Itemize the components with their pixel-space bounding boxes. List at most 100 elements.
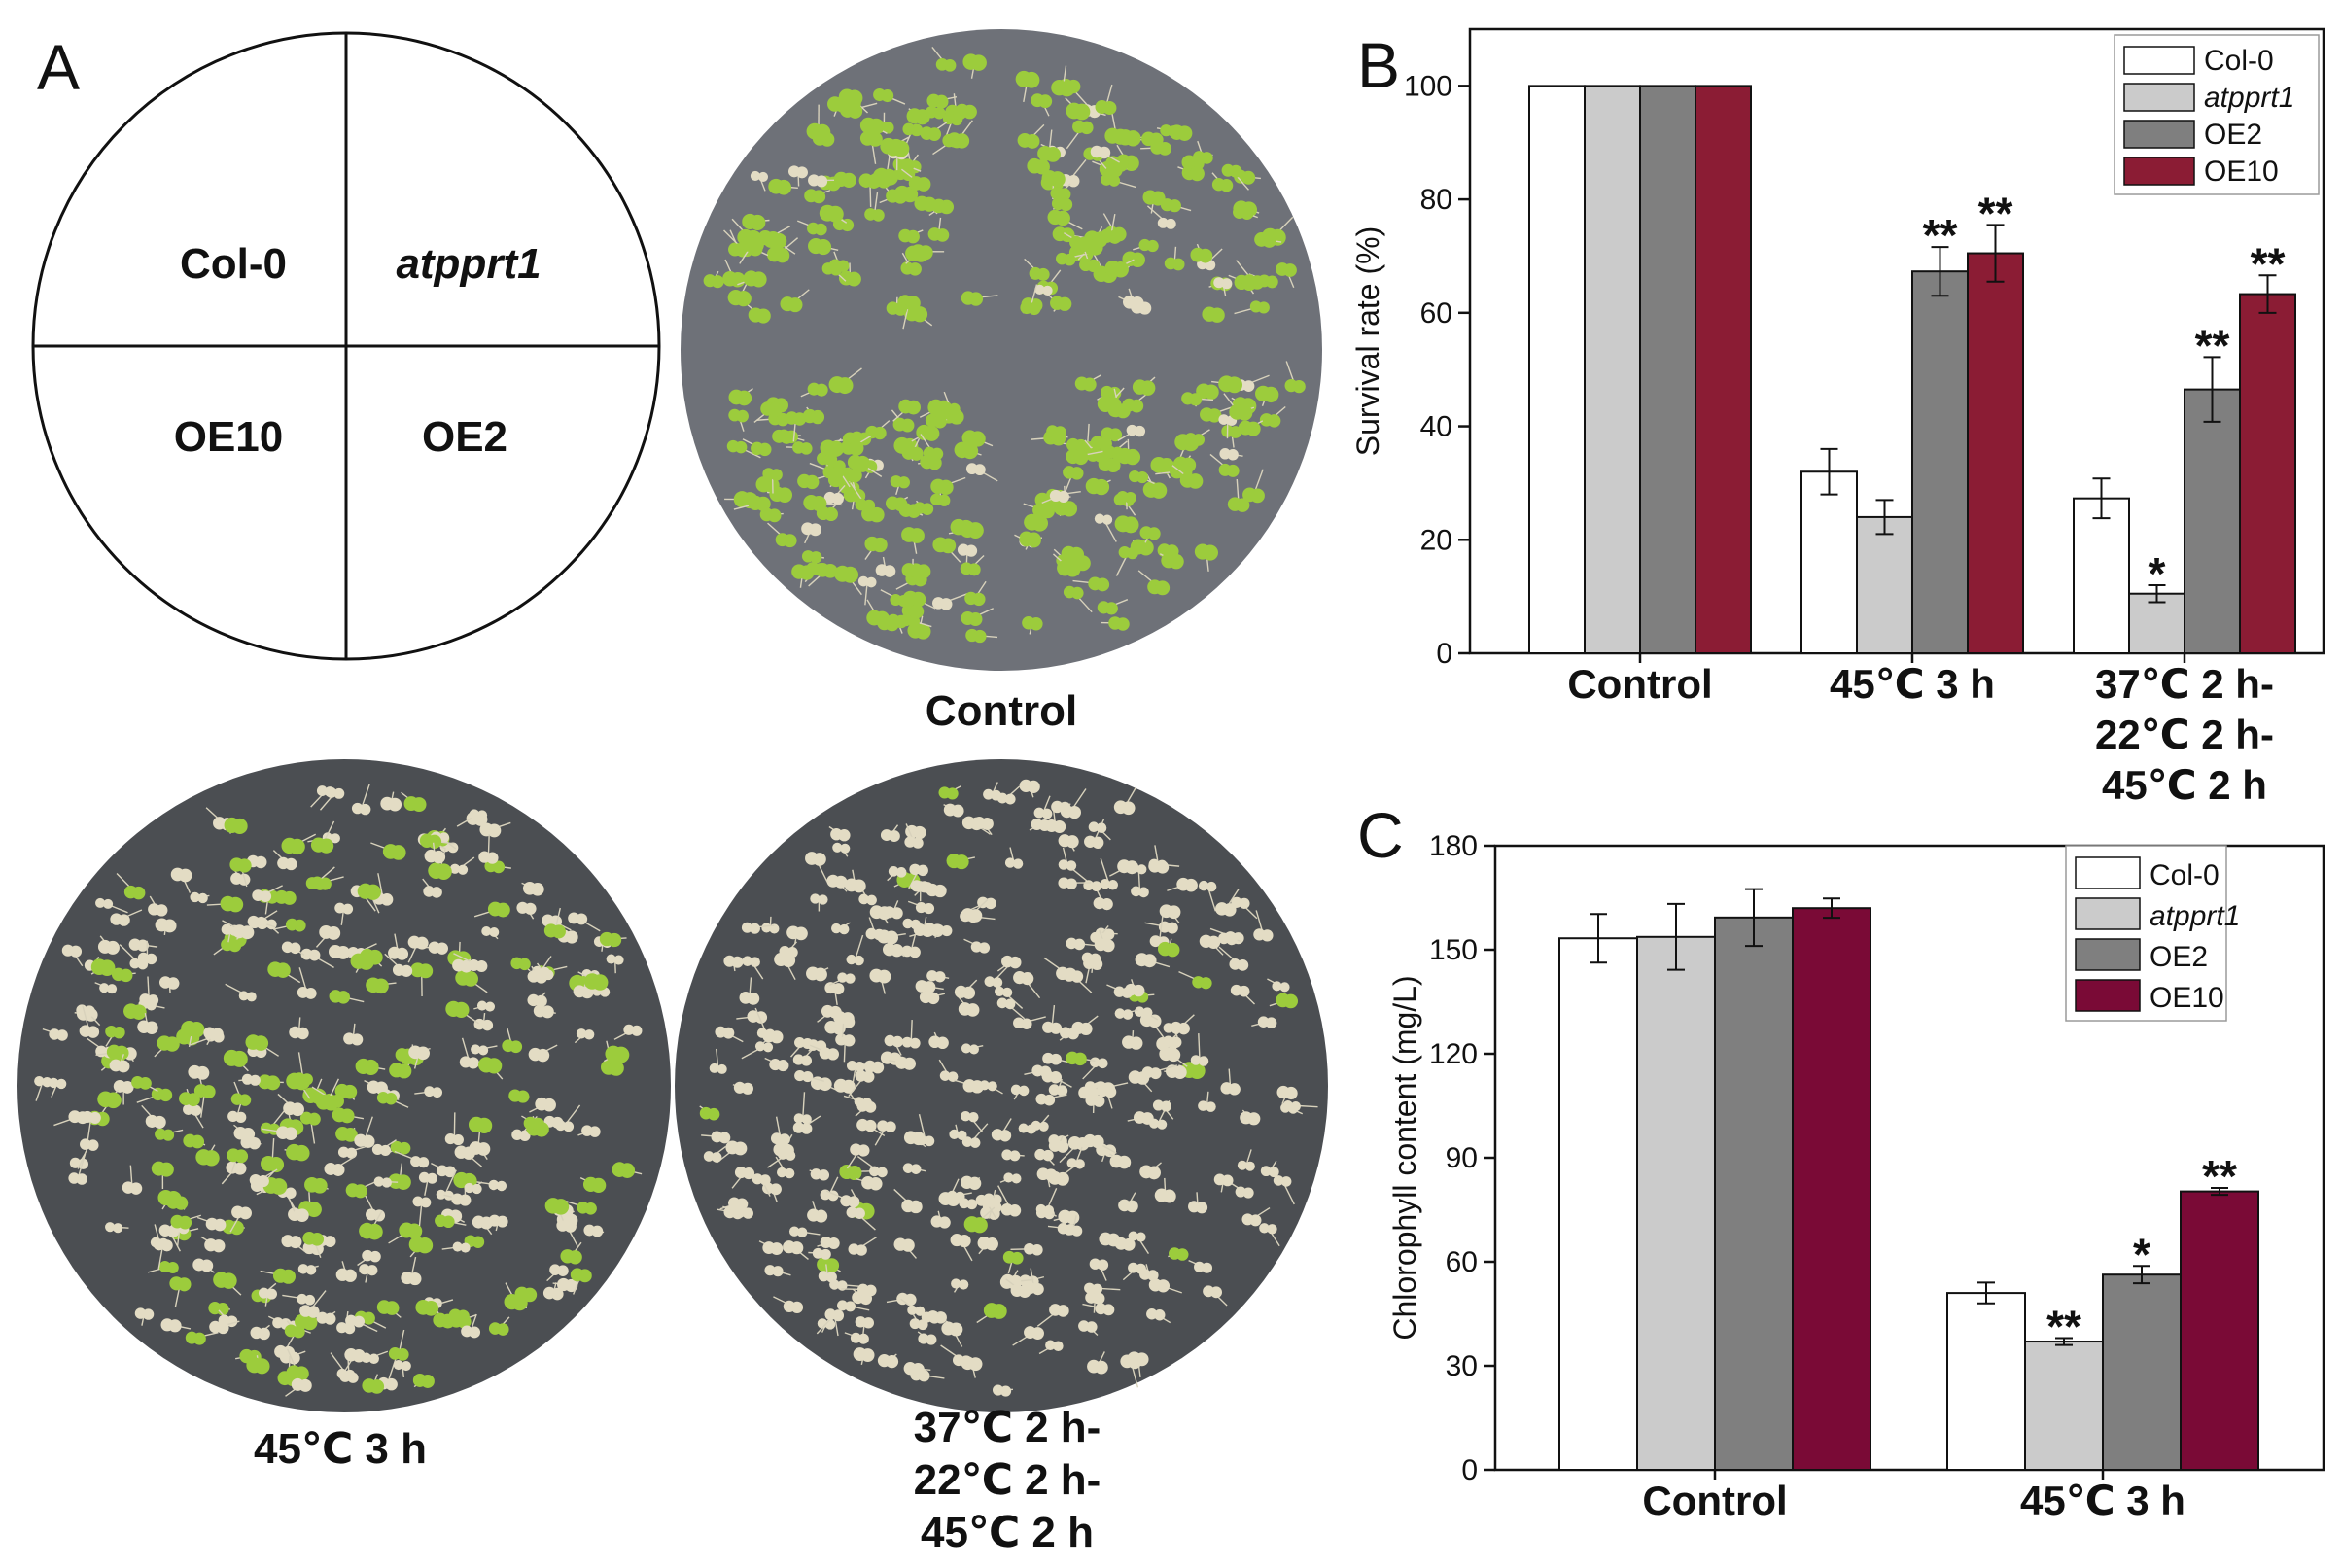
seedling-cotyledon — [310, 1232, 325, 1246]
significance-mark: ** — [2195, 320, 2230, 370]
seedling-cotyledon — [1166, 922, 1178, 934]
seedling-cotyledon — [1049, 171, 1066, 188]
seedling-cotyledon — [809, 551, 822, 564]
caption-acclimation-line1: 37℃ 2 h- — [914, 1404, 1101, 1451]
seedling-cotyledon — [1104, 1086, 1117, 1098]
seedling-cotyledon — [1272, 981, 1282, 992]
seedling-cotyledon — [1088, 821, 1100, 832]
seedling-cotyledon — [1128, 1231, 1138, 1241]
seedling-cotyledon — [1104, 397, 1122, 413]
seedling-cotyledon — [297, 1293, 308, 1305]
seedling-cotyledon — [484, 1001, 495, 1012]
seedling-cotyledon — [268, 1157, 285, 1173]
seedling-cotyledon — [584, 1202, 597, 1215]
seedling-cotyledon — [195, 1065, 210, 1080]
seedling-cotyledon — [818, 1077, 832, 1092]
seedling-cotyledon — [1262, 233, 1276, 248]
seedling-cotyledon — [1073, 103, 1091, 121]
seedling-cotyledon — [227, 896, 244, 913]
seedling-cotyledon — [1043, 1204, 1055, 1216]
seedling-cotyledon — [781, 1143, 794, 1158]
panel-b-letter: B — [1357, 29, 1400, 101]
seedling-cotyledon — [1157, 1119, 1168, 1130]
seedling-cotyledon — [1107, 880, 1118, 890]
seedling-cotyledon — [703, 1151, 715, 1162]
y-tick-label: 60 — [1446, 1246, 1478, 1278]
seedling-cotyledon — [420, 1197, 432, 1208]
seedling-cotyledon — [949, 1129, 960, 1139]
seedling-cotyledon — [1226, 464, 1240, 477]
seedling-cotyledon — [864, 1119, 877, 1132]
seedling-hypocotyl — [418, 1201, 423, 1227]
seedling-cotyledon — [801, 1114, 812, 1125]
seedling-cotyledon — [1239, 897, 1250, 909]
legend-swatch — [2123, 120, 2195, 149]
x-category-label: 37℃ 2 h- — [2095, 661, 2274, 707]
seedling-cotyledon — [1200, 977, 1212, 990]
seedling-cotyledon — [423, 1300, 439, 1316]
seedling-cotyledon — [469, 1326, 481, 1339]
seedling-cotyledon — [1074, 1159, 1085, 1169]
seedling-cotyledon — [367, 1265, 378, 1276]
seedling-cotyledon — [1066, 878, 1077, 889]
seedling-cotyledon — [1053, 1341, 1064, 1351]
seedling-cotyledon — [438, 832, 450, 844]
seedling-cotyledon — [509, 1040, 523, 1054]
seedling-cotyledon — [282, 890, 297, 905]
seedling-cotyledon — [476, 810, 488, 820]
seedling-cotyledon — [733, 1141, 748, 1156]
seedling-cotyledon — [168, 1319, 182, 1333]
seedling-cotyledon — [318, 838, 334, 854]
seedling-cotyledon — [495, 902, 510, 918]
seedling-cotyledon — [1108, 174, 1121, 187]
seedling-cotyledon — [1008, 1203, 1022, 1217]
seedling-cotyledon — [1004, 998, 1016, 1010]
seedling-cotyledon — [1100, 879, 1110, 889]
seedling-cotyledon — [907, 614, 921, 628]
seedling-cotyledon — [991, 789, 1001, 801]
seedling-cotyledon — [190, 891, 200, 903]
seedling-cotyledon — [292, 1325, 305, 1339]
seedling-cotyledon — [845, 1301, 856, 1312]
seedling-cotyledon — [841, 1079, 856, 1094]
seedling-cotyledon — [927, 455, 942, 470]
seedling-cotyledon — [516, 1090, 530, 1103]
seedling-cotyledon — [816, 238, 832, 256]
seedling-cotyledon — [1021, 972, 1034, 986]
seedling-cotyledon — [129, 1182, 143, 1195]
seedling-cotyledon — [1063, 253, 1076, 266]
seedling-cotyledon — [237, 858, 252, 873]
seedling-cotyledon — [1167, 1048, 1181, 1063]
seedling-cotyledon — [1031, 514, 1049, 532]
seedling-cotyledon — [992, 977, 1003, 988]
seedling-cotyledon — [449, 863, 461, 874]
seedling-cotyledon — [862, 499, 876, 512]
seedling-cotyledon — [339, 1108, 355, 1124]
seedling-cotyledon — [973, 629, 987, 644]
seedling-cotyledon — [362, 1311, 375, 1325]
seedling-cotyledon — [841, 172, 856, 188]
seedling-cotyledon — [1263, 386, 1279, 403]
seedling-cotyledon — [238, 991, 249, 1001]
seedling-cotyledon — [934, 971, 946, 983]
seedling-cotyledon — [166, 1261, 179, 1274]
seedling-cotyledon — [343, 1269, 357, 1282]
seedling-cotyledon — [1198, 1100, 1208, 1111]
legend-label: atpprt1 — [2204, 82, 2294, 114]
seedling-cotyledon — [612, 1046, 630, 1063]
seedling-cotyledon — [1280, 1176, 1292, 1187]
seedling-cotyledon — [964, 544, 978, 557]
seedling-cotyledon — [563, 1121, 575, 1132]
seedling-cotyledon — [1218, 414, 1230, 425]
seedling-cotyledon — [241, 1127, 256, 1141]
seedling-cotyledon — [518, 958, 531, 971]
seedling-cotyledon — [1122, 1009, 1134, 1020]
seedling-cotyledon — [800, 1123, 813, 1134]
seedling-cotyledon — [842, 566, 859, 583]
seedling-cotyledon — [583, 1029, 595, 1040]
seedling-cotyledon — [1004, 793, 1016, 805]
bar-oe10 — [2180, 1190, 2259, 1471]
seedling-cotyledon — [965, 1003, 980, 1017]
seedling-cotyledon — [1147, 1270, 1159, 1281]
seedling-cotyledon — [265, 1288, 278, 1300]
